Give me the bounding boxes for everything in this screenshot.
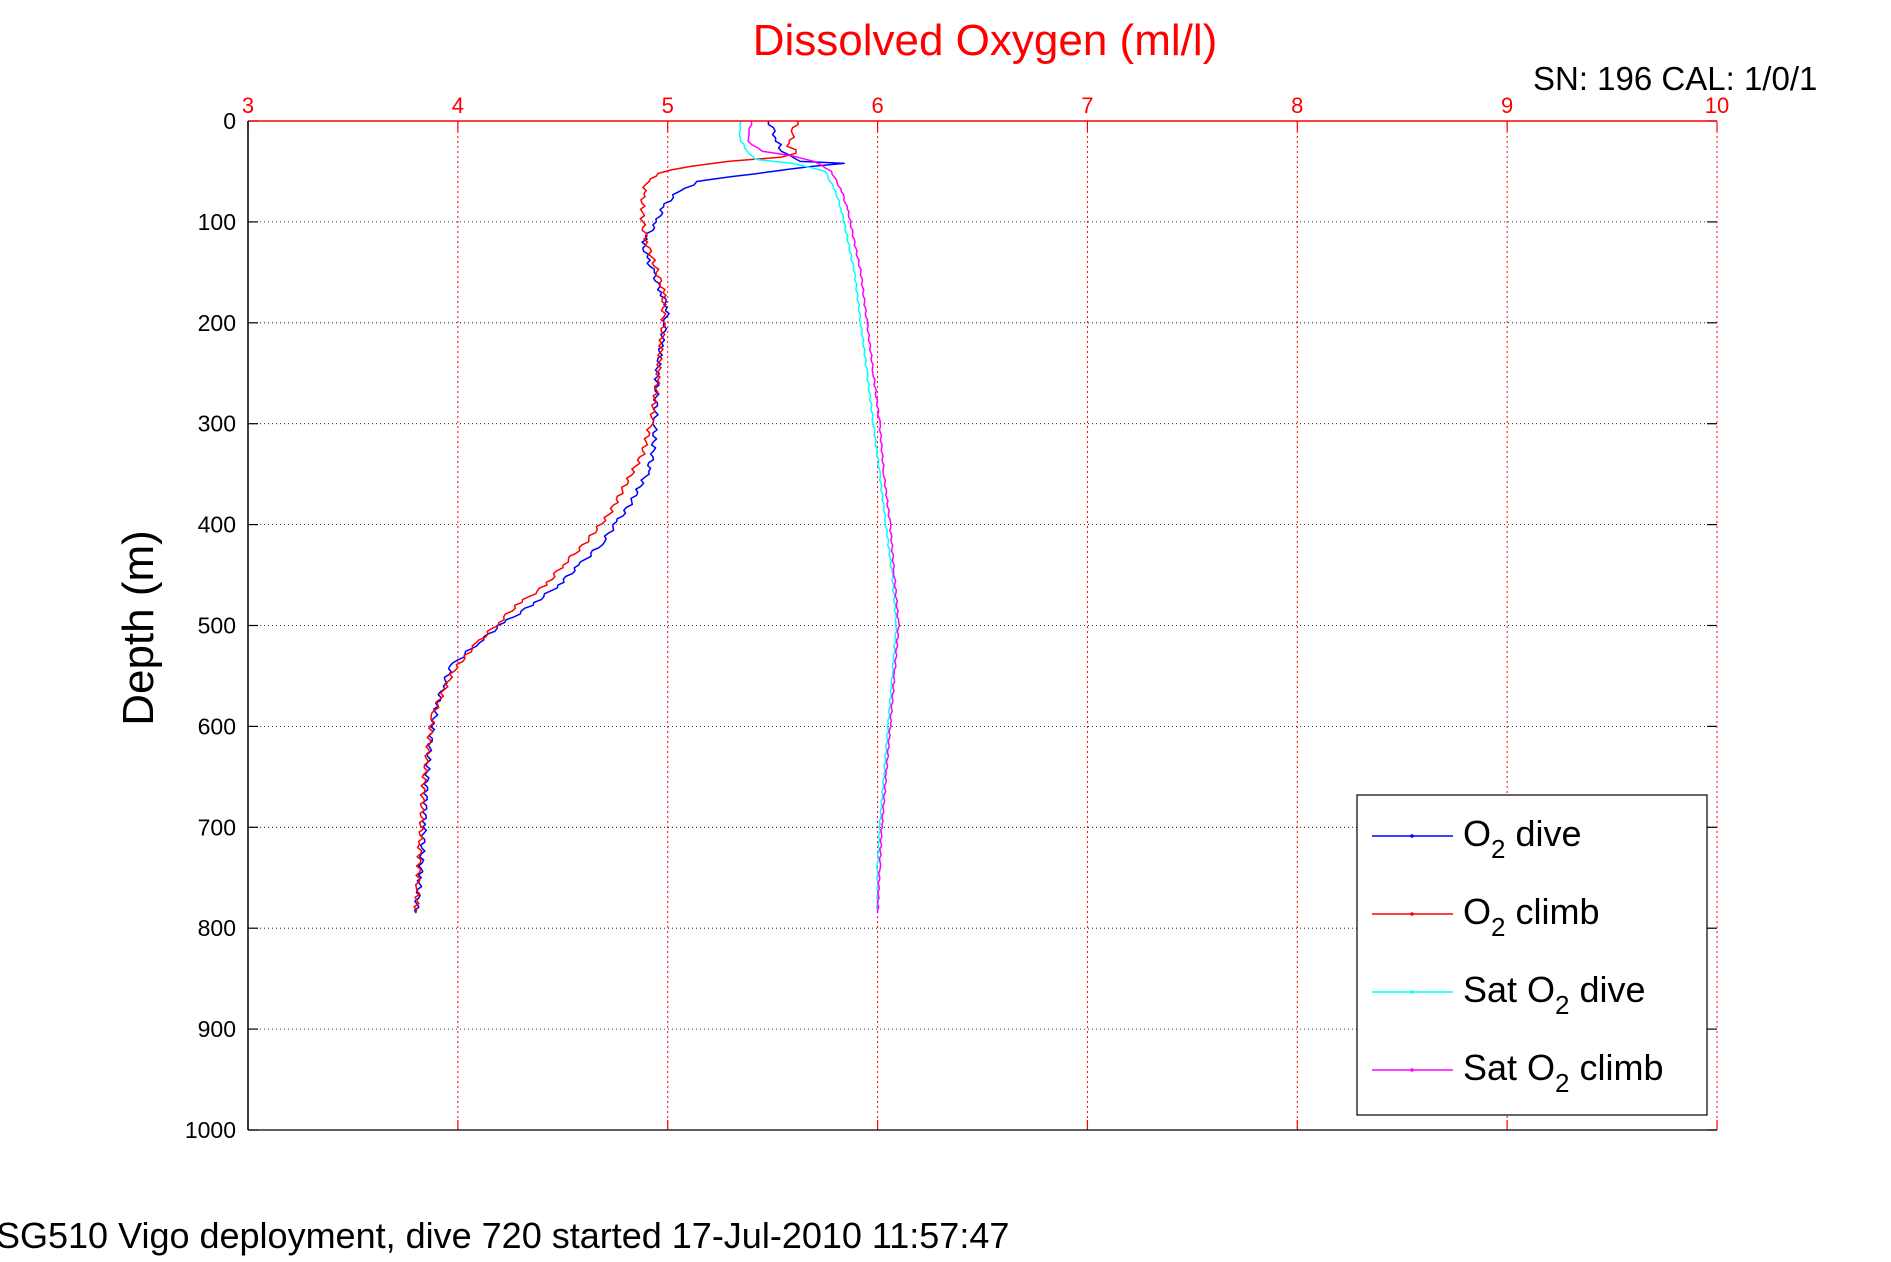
footer-text: SG510 Vigo deployment, dive 720 started … [0,1215,1009,1256]
y-axis-label: Depth (m) [114,530,163,726]
x-tick-label: 10 [1705,93,1729,118]
y-tick-label: 200 [198,310,236,336]
plot-area: 3 4 5 6 7 8 9 10 0 100 200 300 400 500 600 700 800 900 10… [185,93,1729,1143]
axes [247,120,1718,1131]
x-tick-label: 7 [1081,93,1093,118]
legend-marker [1410,1068,1414,1072]
y-tick-label: 600 [198,713,236,739]
legend-entry: Sat O2 climb [1372,1047,1664,1098]
y-tick-label: 700 [198,814,236,840]
y-tick-label: 300 [198,411,236,437]
legend-marker [1410,912,1414,916]
y-tick-label: 1000 [185,1117,236,1143]
chart-title: Dissolved Oxygen (ml/l) [753,16,1218,65]
legend-label: Sat O2 climb [1463,1047,1664,1098]
legend-label: O2 climb [1463,891,1600,942]
x-tick-label: 4 [452,93,464,118]
legend-label: O2 dive [1463,813,1582,864]
legend-label: Sat O2 dive [1463,969,1646,1020]
y-tick-label: 0 [223,108,236,134]
y-tick-label: 800 [198,915,236,941]
x-tick-labels: 3 4 5 6 7 8 9 10 [242,93,1729,118]
x-tick-label: 3 [242,93,254,118]
series-line-sat-o2-climb [747,120,901,914]
legend: O2 dive O2 climb Sat O2 dive Sat O2 climb [1356,794,1708,1116]
legend-entry: O2 dive [1372,813,1582,864]
y-tick-labels: 0 100 200 300 400 500 600 700 800 900 1000 [185,108,236,1143]
y-tick-label: 400 [198,512,236,538]
legend-marker [1410,834,1414,838]
corner-note: SN: 196 CAL: 1/0/1 [1533,60,1817,97]
series-line-o2-climb [413,120,799,914]
y-tick-label: 100 [198,209,236,235]
legend-marker [1410,990,1414,994]
x-tick-label: 8 [1291,93,1303,118]
x-tick-label: 6 [871,93,883,118]
series-line-sat-o2-dive [738,120,898,914]
x-tick-label: 5 [662,93,674,118]
legend-entry: O2 climb [1372,891,1600,942]
series-lines [413,120,901,914]
series-line-o2-dive [413,121,845,914]
legend-entry: Sat O2 dive [1372,969,1646,1020]
x-tick-label: 9 [1501,93,1513,118]
y-tick-label: 500 [198,613,236,639]
y-tick-label: 900 [198,1016,236,1042]
legend-box [1356,794,1708,1116]
